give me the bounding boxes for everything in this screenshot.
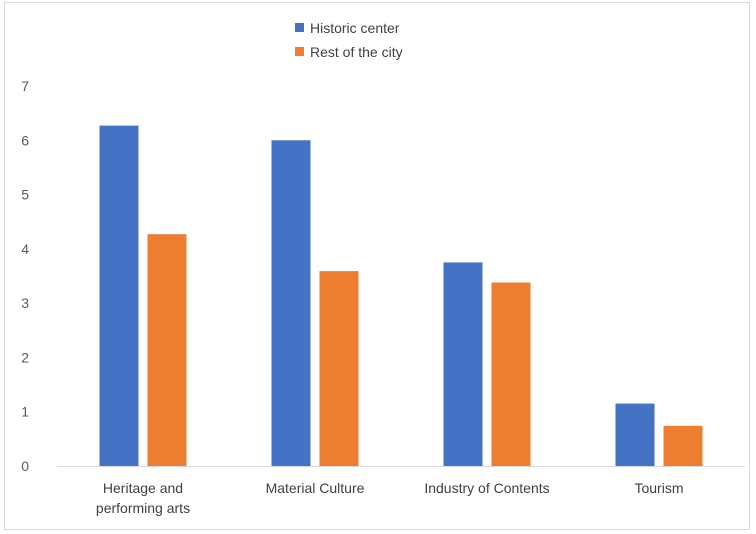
bar-chart: Historic center Rest of the city 0 1 2 3 4 5 6 7… <box>21 20 745 516</box>
x-tick-label: Industry of Contents <box>424 480 549 496</box>
bar-historic-center <box>99 125 139 466</box>
y-tick-label: 1 <box>21 404 29 420</box>
legend-swatch-1 <box>295 47 304 56</box>
x-tick-label: Heritage and <box>103 480 183 496</box>
bars <box>99 125 703 467</box>
y-tick-label: 7 <box>21 78 29 94</box>
chart-frame: Historic center Rest of the city 0 1 2 3 4 5 6 7… <box>4 2 750 530</box>
y-tick-label: 5 <box>21 187 29 203</box>
x-tick-label: performing arts <box>96 500 190 516</box>
x-tick-label: Material Culture <box>266 480 365 496</box>
bar-rest-of-city <box>491 282 531 466</box>
bar-historic-center <box>271 140 311 467</box>
bar-historic-center <box>443 262 483 466</box>
legend-label-0: Historic center <box>310 20 400 36</box>
y-tick-label: 0 <box>21 458 29 474</box>
bar-rest-of-city <box>663 425 703 466</box>
y-tick-label: 6 <box>21 132 29 148</box>
legend-swatch-0 <box>295 23 304 32</box>
bar-rest-of-city <box>147 234 187 466</box>
legend-label-1: Rest of the city <box>310 44 403 60</box>
y-tick-label: 3 <box>21 295 29 311</box>
y-tick-label: 2 <box>21 349 29 365</box>
x-axis: Heritage and performing arts Material Cult… <box>96 480 684 516</box>
x-tick-label: Tourism <box>634 480 683 496</box>
y-axis: 0 1 2 3 4 5 6 7 <box>21 78 29 474</box>
legend: Historic center Rest of the city <box>295 20 403 60</box>
bar-historic-center <box>615 403 655 466</box>
y-tick-label: 4 <box>21 241 29 257</box>
bar-rest-of-city <box>319 271 359 466</box>
